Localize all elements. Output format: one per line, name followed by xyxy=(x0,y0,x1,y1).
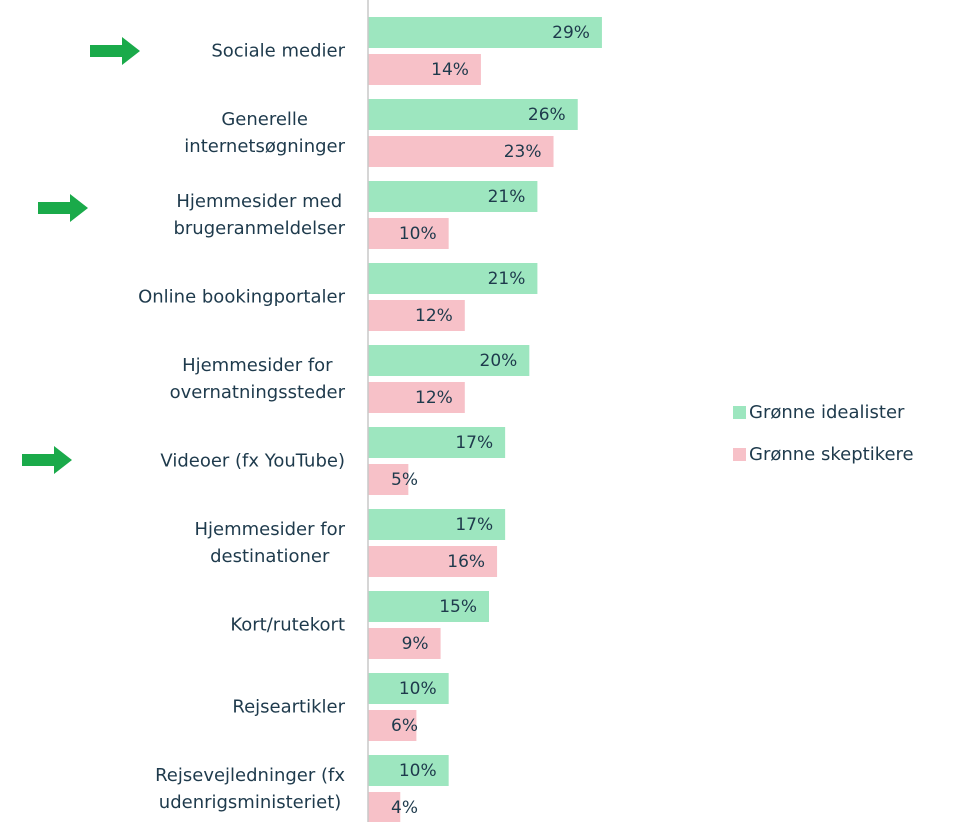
value-label: 29% xyxy=(552,23,590,43)
arrow-icon xyxy=(22,446,72,474)
legend-label: Grønne idealister xyxy=(749,402,905,423)
category-label: Hjemmesider for destinationer xyxy=(194,519,345,567)
bar xyxy=(368,710,417,741)
value-label: 23% xyxy=(504,142,542,162)
value-label: 6% xyxy=(391,716,418,736)
bar xyxy=(368,300,465,331)
category-label: Hjemmesider med brugeranmeldelser xyxy=(173,191,345,239)
value-label: 17% xyxy=(455,515,493,535)
legend-label: Grønne skeptikere xyxy=(749,444,914,465)
bar xyxy=(368,755,449,786)
value-label: 21% xyxy=(488,187,526,207)
bar xyxy=(368,546,498,577)
category-label: Online bookingportaler xyxy=(138,286,345,308)
value-label: 17% xyxy=(455,433,493,453)
value-label: 4% xyxy=(391,798,418,818)
bar xyxy=(368,591,489,622)
category-label: Rejseartikler xyxy=(232,696,345,718)
legend-swatch xyxy=(733,406,746,419)
value-label: 9% xyxy=(402,634,429,654)
bar xyxy=(368,181,538,212)
arrow-icon xyxy=(90,37,140,65)
value-label: 10% xyxy=(399,679,437,699)
value-label: 26% xyxy=(528,105,566,125)
category-label: Sociale medier xyxy=(211,40,345,62)
bar xyxy=(368,345,530,376)
arrow-icon xyxy=(38,194,88,222)
value-label: 16% xyxy=(447,552,485,572)
bar xyxy=(368,628,441,659)
value-label: 12% xyxy=(415,388,453,408)
value-label: 5% xyxy=(391,470,418,490)
bar xyxy=(368,17,602,48)
value-label: 12% xyxy=(415,306,453,326)
bar xyxy=(368,427,506,458)
bar xyxy=(368,99,578,130)
bar xyxy=(368,464,409,495)
bar xyxy=(368,218,449,249)
value-label: 20% xyxy=(480,351,518,371)
legend-swatch xyxy=(733,448,746,461)
bar xyxy=(368,54,481,85)
bar xyxy=(368,673,449,704)
value-label: 10% xyxy=(399,761,437,781)
bar xyxy=(368,509,506,540)
category-label: Hjemmesider for overnatningssteder xyxy=(169,355,345,403)
bar xyxy=(368,382,465,413)
bar xyxy=(368,136,554,167)
category-label: Videoer (fx YouTube) xyxy=(160,450,345,472)
value-label: 14% xyxy=(431,60,469,80)
value-label: 21% xyxy=(488,269,526,289)
value-label: 15% xyxy=(439,597,477,617)
category-label: Rejsevejledninger (fx udenrigsministerie… xyxy=(155,765,345,813)
bar xyxy=(368,263,538,294)
arrows xyxy=(22,37,140,474)
category-label: Kort/rutekort xyxy=(230,614,345,636)
value-label: 10% xyxy=(399,224,437,244)
category-label: Generelle internetsøgninger xyxy=(184,109,345,157)
bar xyxy=(368,792,401,822)
